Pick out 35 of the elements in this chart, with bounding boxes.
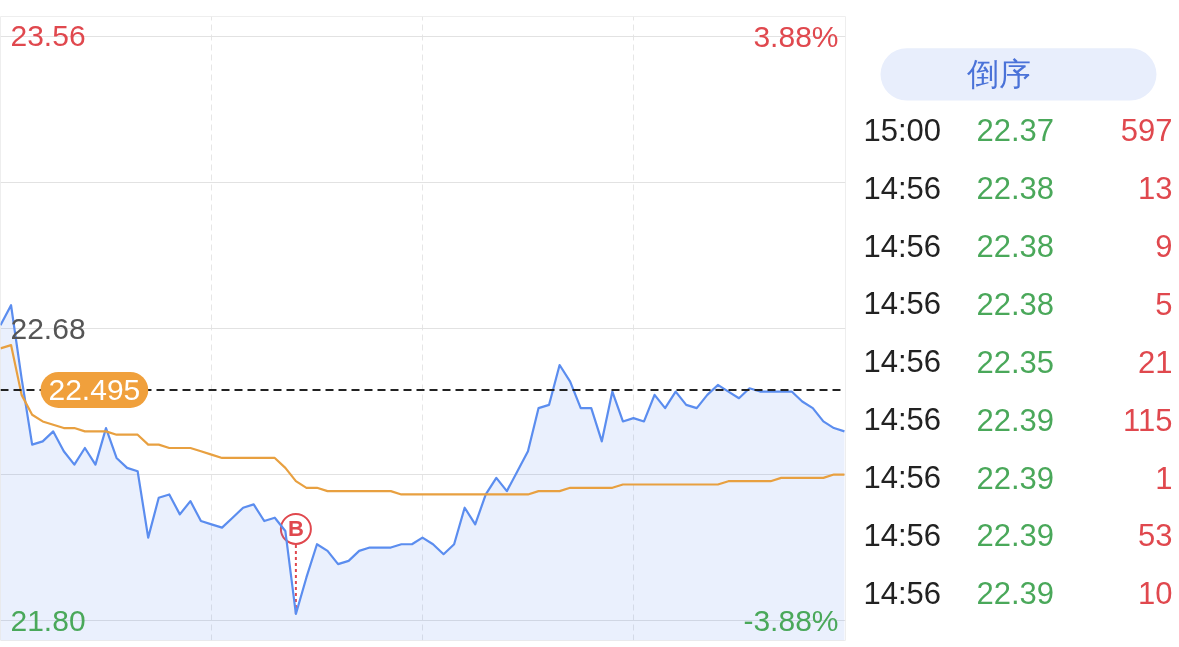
text: 21 [1138, 344, 1173, 380]
text: 22.37 [976, 113, 1055, 149]
text: 14:56 [863, 228, 942, 264]
text: 22.39 [976, 402, 1055, 438]
text: 115 [1123, 402, 1173, 438]
text: 14:56 [863, 170, 942, 206]
line-series [0, 344, 846, 496]
text: 14:56 [863, 460, 942, 496]
text: 14:56 [863, 517, 942, 553]
text: 5 [1155, 286, 1173, 322]
text: 14:56 [863, 344, 942, 380]
text: 14:56 [863, 575, 942, 611]
annotation: B [287, 516, 304, 542]
text: 22.39 [976, 518, 1055, 554]
text: 倒序 [966, 55, 1031, 94]
text: 22.39 [976, 460, 1055, 496]
text: 53 [1138, 518, 1173, 554]
y2-tick-label: 3.88% [753, 19, 839, 53]
text: 10 [1138, 576, 1173, 612]
text: 15:00 [863, 112, 942, 148]
text: 13 [1138, 171, 1173, 207]
text: 14:56 [863, 402, 942, 438]
y2-tick-label: -3.88% [743, 604, 839, 638]
text: 597 [1120, 113, 1173, 149]
text: 9 [1155, 229, 1173, 265]
text: 14:56 [863, 286, 942, 322]
text: 22.38 [976, 171, 1055, 207]
y-tick-label: 21.80 [10, 603, 86, 637]
text: 1 [1155, 460, 1173, 496]
text: 22.38 [976, 286, 1055, 322]
text: 22.38 [976, 229, 1055, 265]
ref-line-label: 22.495 [48, 372, 141, 406]
text: 22.35 [976, 344, 1055, 380]
text: 22.39 [976, 576, 1055, 612]
y-tick-label: 23.56 [10, 19, 86, 53]
